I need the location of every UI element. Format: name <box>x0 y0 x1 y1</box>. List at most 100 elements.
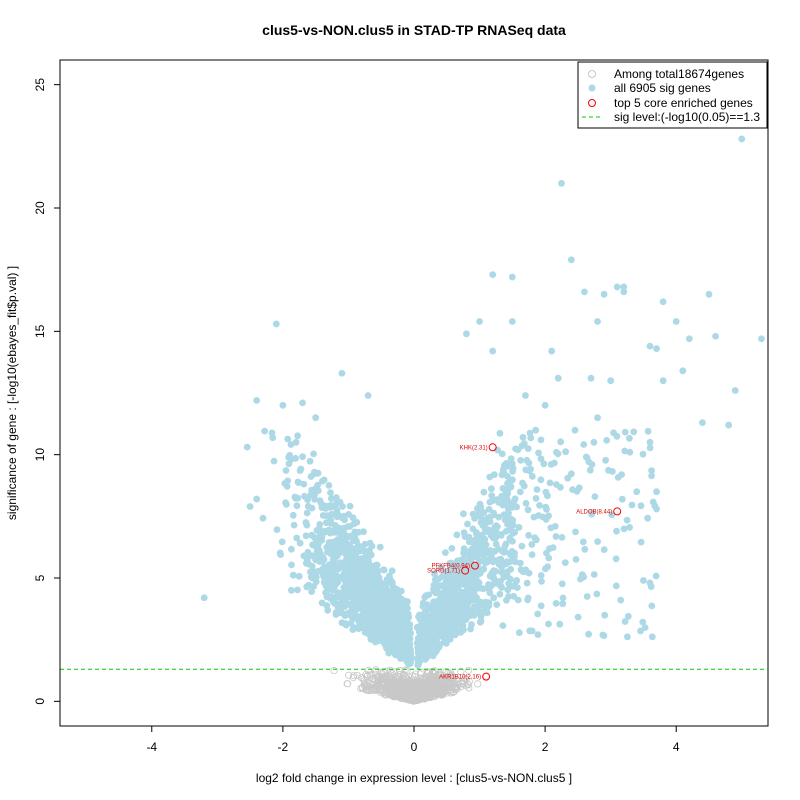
sig-point <box>416 657 423 664</box>
sig-point <box>502 487 509 495</box>
nonsig-point <box>374 677 382 685</box>
sig-point <box>600 632 608 639</box>
sig-point <box>282 467 290 474</box>
sig-point <box>552 600 560 607</box>
sig-point <box>375 637 383 645</box>
sig-point <box>294 494 302 502</box>
sig-point <box>564 474 572 482</box>
sig-point <box>334 603 342 611</box>
x-tick-label: 0 <box>411 740 418 754</box>
sig-point <box>579 538 587 546</box>
sig-point <box>283 500 290 508</box>
sig-point <box>503 558 511 565</box>
sig-point <box>375 603 383 611</box>
nonsig-point <box>377 685 385 694</box>
sig-point <box>330 529 338 536</box>
nonsig-point <box>416 670 424 678</box>
sig-point <box>460 603 468 610</box>
nonsig-point <box>395 682 403 690</box>
sig-point <box>480 509 488 516</box>
sig-point-outlier <box>731 387 739 394</box>
sig-point <box>273 526 281 533</box>
sig-point <box>353 518 361 526</box>
sig-point <box>286 451 294 459</box>
sig-point <box>357 562 365 570</box>
sig-point <box>498 492 506 500</box>
sig-point <box>344 523 352 530</box>
sig-point <box>446 635 454 643</box>
sig-point <box>486 513 494 521</box>
sig-point <box>423 613 430 621</box>
sig-point-outlier <box>558 179 565 187</box>
sig-point-outlier <box>758 335 765 343</box>
sig-point <box>532 536 540 544</box>
sig-point <box>299 453 306 461</box>
sig-point-outlier <box>712 332 719 340</box>
sig-point <box>371 621 379 628</box>
sig-point <box>493 601 501 608</box>
sig-point-outlier <box>653 505 660 513</box>
sig-point <box>545 554 553 562</box>
sig-point <box>385 638 393 646</box>
legend-symbol-total <box>588 70 596 78</box>
nonsig-point <box>401 666 409 674</box>
sig-point <box>469 510 477 518</box>
sig-point <box>324 606 332 614</box>
sig-point <box>483 609 491 617</box>
sig-point <box>522 499 530 507</box>
sig-point <box>448 564 456 572</box>
sig-point <box>340 563 348 571</box>
nonsig-point <box>474 680 482 688</box>
sig-point <box>519 433 527 441</box>
highlight-gene-label: PFKFB4(0.94) <box>432 564 470 570</box>
sig-point <box>624 633 631 641</box>
sig-point <box>320 476 328 484</box>
sig-point-outlier <box>600 290 608 298</box>
sig-point <box>349 514 357 522</box>
sig-point-outlier <box>653 345 660 352</box>
nonsig-point <box>412 695 420 703</box>
sig-point-outlier <box>738 135 746 143</box>
nonsig-point <box>457 667 465 676</box>
sig-point <box>350 551 358 558</box>
sig-point <box>243 443 251 451</box>
sig-point <box>354 603 361 611</box>
sig-point <box>485 602 493 610</box>
sig-point <box>551 523 559 530</box>
sig-point <box>646 444 654 452</box>
sig-point <box>630 428 638 436</box>
sig-point <box>427 641 435 649</box>
sig-point-outlier <box>200 594 208 602</box>
sig-point-outlier <box>312 414 320 422</box>
sig-point <box>498 450 506 458</box>
sig-point <box>556 483 564 491</box>
sig-point <box>495 513 503 521</box>
sig-point <box>318 599 326 607</box>
highlight-gene-marker <box>482 672 491 681</box>
sig-point <box>329 538 336 546</box>
sig-point <box>477 519 485 526</box>
sig-point <box>557 438 565 446</box>
sig-point <box>388 588 396 595</box>
sig-point-outlier <box>522 392 529 399</box>
sig-point <box>439 582 447 589</box>
sig-point <box>528 472 536 480</box>
nonsig-point <box>424 669 432 678</box>
sig-point <box>580 573 588 581</box>
nonsig-point <box>420 692 428 701</box>
sig-point <box>613 527 620 535</box>
sig-point <box>451 606 459 614</box>
sig-point <box>517 559 524 567</box>
sig-point <box>300 552 308 560</box>
sig-point <box>523 456 531 464</box>
sig-point <box>281 480 289 487</box>
sig-point <box>590 438 598 446</box>
sig-point <box>343 570 350 577</box>
highlight-gene-label: AKR1B10(2.16) <box>439 675 481 681</box>
sig-point <box>500 469 508 477</box>
legend-symbol-sig <box>588 84 596 92</box>
sig-point <box>311 568 319 576</box>
sig-point <box>343 589 350 596</box>
sig-point <box>593 590 601 598</box>
sig-point <box>454 557 461 565</box>
